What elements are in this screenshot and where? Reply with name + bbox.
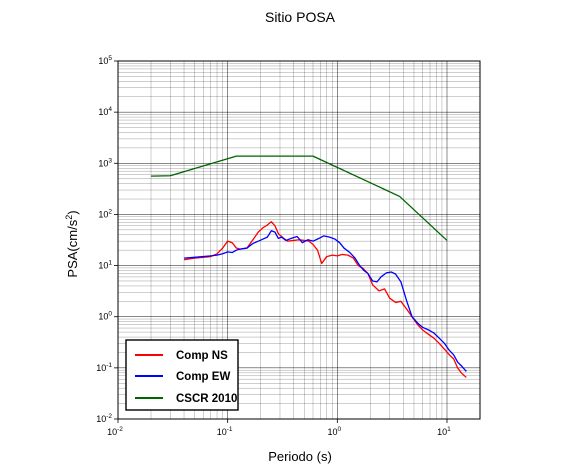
y-axis-label: PSA(cm/s2) — [64, 210, 80, 277]
y-tick-label: 103 — [98, 157, 112, 168]
chart-title: Sitio POSA — [265, 9, 336, 25]
x-tick-label: 101 — [437, 426, 451, 437]
y-tick-label: 10-2 — [96, 413, 112, 424]
y-tick-label: 10-1 — [96, 362, 112, 373]
y-tick-label: 104 — [98, 106, 112, 117]
y-axis-label-tail: ) — [65, 210, 80, 214]
y-tick-label: 101 — [98, 260, 112, 271]
legend: Comp NS Comp EW CSCR 2010 — [125, 339, 239, 411]
x-tick-label: 10-2 — [107, 426, 123, 437]
legend-label-cscr-2010: CSCR 2010 — [176, 393, 237, 405]
y-axis-label-base: PSA(cm/s — [65, 219, 80, 277]
series-layer — [150, 155, 467, 378]
x-axis-label: Periodo (s) — [268, 449, 332, 464]
series-line-comp-ew — [183, 230, 467, 372]
legend-label-comp-ns: Comp NS — [176, 350, 228, 362]
y-tick-label: 105 — [98, 55, 112, 66]
y-tick-label: 102 — [98, 208, 112, 219]
y-tick-label: 100 — [98, 311, 112, 322]
x-tick-label: 100 — [328, 426, 342, 437]
legend-label-comp-ew: Comp EW — [176, 371, 230, 383]
series-line-cscr-2010 — [150, 155, 448, 241]
plot-frame — [117, 60, 481, 420]
x-tick-label: 10-1 — [217, 426, 233, 437]
tick-layer: 10-2 10-1 100 101 10-2 10-1 100 101 102 103 104 105 — [96, 55, 451, 437]
y-axis-label-sup: 2 — [64, 215, 74, 220]
